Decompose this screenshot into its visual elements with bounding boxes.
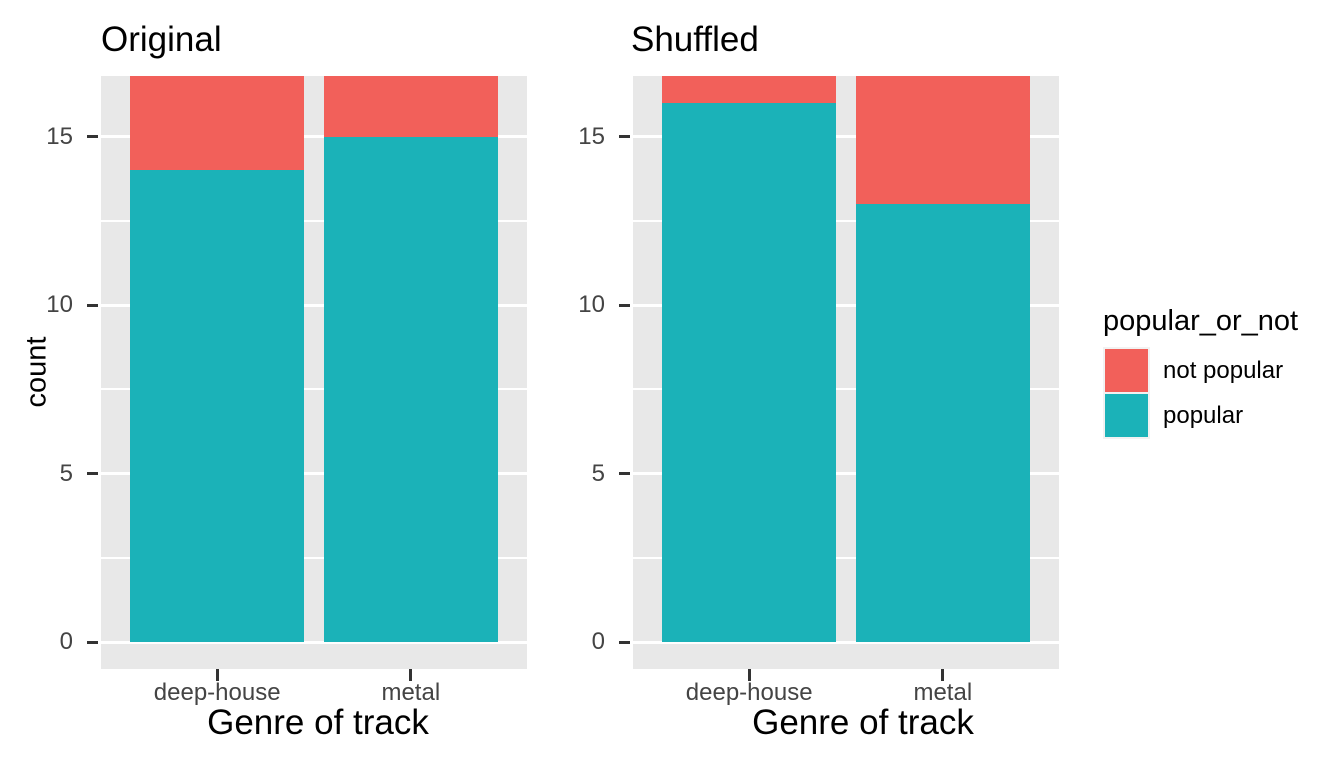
y-axis-title: count [20, 336, 53, 408]
y-tick-label: 10 [578, 291, 605, 319]
bar-segment-popular [855, 204, 1030, 643]
gridline-minor [101, 556, 527, 559]
legend-title: popular_or_not [1103, 305, 1299, 337]
legend-item-popular: popular [1103, 394, 1298, 437]
gridline-minor [101, 219, 527, 222]
gridline-major [101, 472, 527, 476]
bar-segment-popular [130, 170, 305, 643]
x-axis-title-original: Genre of track [207, 703, 429, 742]
gridline-major [633, 640, 1059, 644]
x-tick-mark [409, 669, 413, 681]
x-tick-mark [941, 669, 945, 681]
legend-item-label: not popular [1163, 356, 1284, 384]
bar-shuffled-metal [855, 76, 1030, 669]
gridline-major [101, 640, 527, 644]
gridline-minor [101, 388, 527, 391]
x-tick-label-deep-house: deep-house [153, 679, 281, 706]
legend-item-label: popular [1163, 401, 1244, 429]
bar-segment-not-popular [855, 76, 1030, 205]
legend-items: not popular popular [1103, 349, 1298, 437]
bar-segment-popular [323, 136, 498, 643]
y-tick-mark [619, 640, 630, 644]
gridline-minor [633, 556, 1059, 559]
y-tick-mark [87, 303, 98, 307]
legend: popular_or_not not popular popular [1103, 304, 1298, 439]
gridline-minor [633, 388, 1059, 391]
x-tick-label-metal: metal [381, 679, 441, 706]
plot-title-original: Original [101, 20, 222, 59]
legend-key-swatch [1105, 349, 1148, 392]
y-tick-mark [87, 135, 98, 139]
legend-item-not-popular: not popular [1103, 349, 1298, 392]
legend-key-swatch [1105, 394, 1148, 437]
gridline-major [633, 135, 1059, 139]
bar-original-metal [323, 76, 498, 669]
bar-segment-not-popular [662, 76, 837, 103]
y-tick-label: 0 [591, 628, 605, 656]
plot-title-shuffled: Shuffled [631, 20, 759, 59]
y-tick-label: 15 [46, 122, 73, 150]
x-tick-mark [747, 669, 751, 681]
panel-original [101, 76, 527, 669]
bar-shuffled-deep-house [662, 76, 837, 669]
y-tick-label: 0 [59, 628, 73, 656]
gridline-major [633, 303, 1059, 307]
y-tick-mark [619, 303, 630, 307]
x-tick-label-deep-house: deep-house [685, 679, 813, 706]
bar-segment-popular [662, 102, 837, 643]
bar-segment-not-popular [323, 76, 498, 137]
y-tick-mark [87, 640, 98, 644]
y-tick-mark [619, 135, 630, 139]
panel-shuffled [633, 76, 1059, 669]
x-axis-title-shuffled: Genre of track [752, 703, 974, 742]
x-tick-label-metal: metal [913, 679, 973, 706]
y-tick-label: 10 [46, 291, 73, 319]
y-tick-label: 5 [59, 459, 73, 487]
y-tick-mark [87, 472, 98, 476]
gridline-minor [633, 219, 1059, 222]
bar-original-deep-house [130, 76, 305, 669]
bar-segment-not-popular [130, 76, 305, 171]
gridline-major [101, 135, 527, 139]
gridline-major [633, 472, 1059, 476]
y-tick-label: 5 [591, 459, 605, 487]
y-tick-label: 15 [578, 122, 605, 150]
x-tick-mark [215, 669, 219, 681]
gridline-major [101, 303, 527, 307]
y-tick-mark [619, 472, 630, 476]
